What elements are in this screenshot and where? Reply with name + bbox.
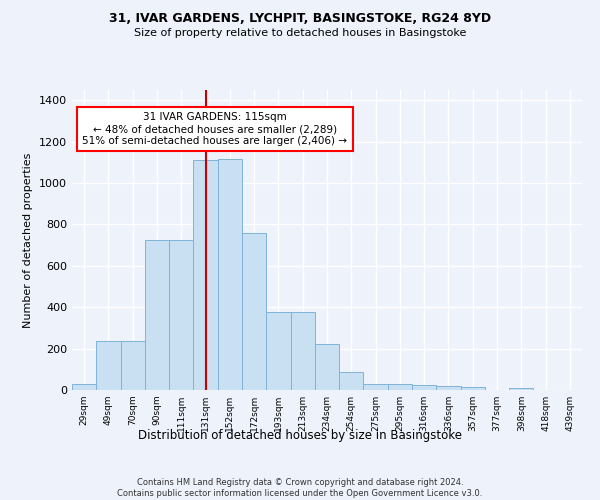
Bar xyxy=(339,372,364,390)
Bar xyxy=(169,240,193,390)
Bar xyxy=(461,387,485,390)
Bar xyxy=(218,160,242,390)
Text: Distribution of detached houses by size in Basingstoke: Distribution of detached houses by size … xyxy=(138,428,462,442)
Bar xyxy=(266,312,290,390)
Text: 31, IVAR GARDENS, LYCHPIT, BASINGSTOKE, RG24 8YD: 31, IVAR GARDENS, LYCHPIT, BASINGSTOKE, … xyxy=(109,12,491,26)
Bar xyxy=(96,342,121,390)
Bar xyxy=(145,240,169,390)
Bar xyxy=(290,312,315,390)
Bar xyxy=(315,344,339,390)
Text: Contains HM Land Registry data © Crown copyright and database right 2024.
Contai: Contains HM Land Registry data © Crown c… xyxy=(118,478,482,498)
Bar xyxy=(436,386,461,390)
Bar xyxy=(193,160,218,390)
Bar xyxy=(509,388,533,390)
Text: Size of property relative to detached houses in Basingstoke: Size of property relative to detached ho… xyxy=(134,28,466,38)
Bar xyxy=(72,384,96,390)
Bar xyxy=(364,384,388,390)
Bar xyxy=(121,342,145,390)
Bar xyxy=(388,384,412,390)
Text: 31 IVAR GARDENS: 115sqm
← 48% of detached houses are smaller (2,289)
51% of semi: 31 IVAR GARDENS: 115sqm ← 48% of detache… xyxy=(82,112,347,146)
Bar xyxy=(242,233,266,390)
Y-axis label: Number of detached properties: Number of detached properties xyxy=(23,152,34,328)
Bar xyxy=(412,385,436,390)
